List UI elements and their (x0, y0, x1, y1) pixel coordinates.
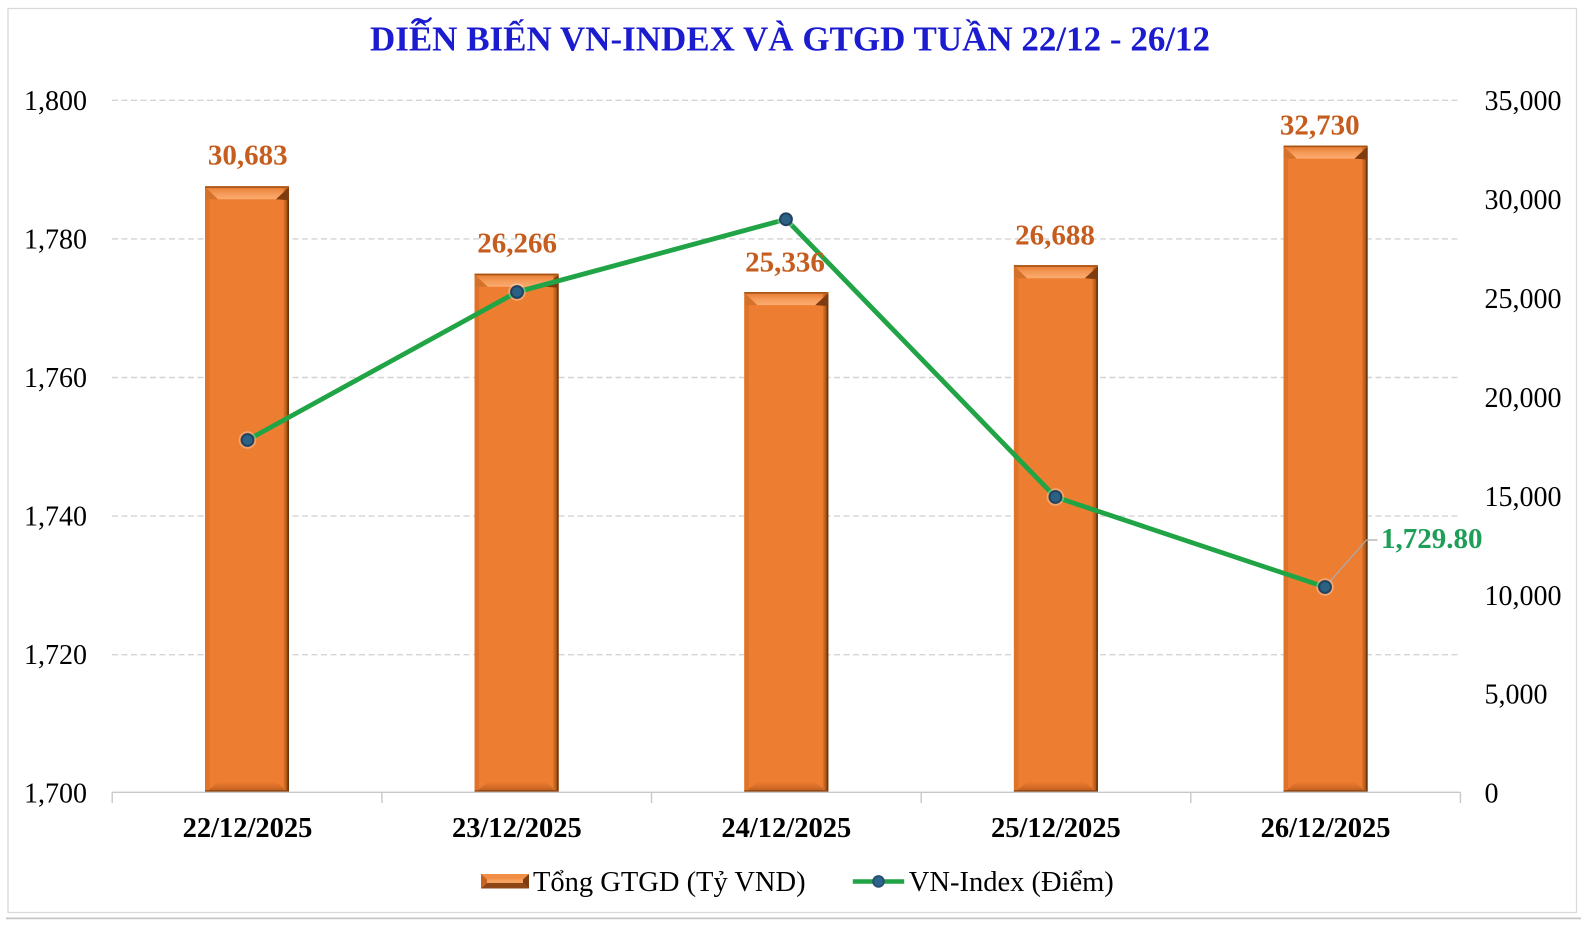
svg-text:23/12/2025: 23/12/2025 (452, 813, 582, 844)
svg-text:0: 0 (1485, 779, 1499, 810)
svg-text:22/12/2025: 22/12/2025 (183, 813, 313, 844)
svg-text:25,336: 25,336 (745, 247, 825, 279)
svg-text:30,683: 30,683 (208, 140, 288, 172)
svg-text:26/12/2025: 26/12/2025 (1261, 813, 1391, 844)
svg-text:20,000: 20,000 (1485, 383, 1562, 414)
svg-text:1,729.80: 1,729.80 (1381, 523, 1483, 555)
svg-text:26,266: 26,266 (477, 228, 557, 260)
svg-text:1,740: 1,740 (24, 502, 87, 533)
svg-text:VN-Index (Điểm): VN-Index (Điểm) (909, 867, 1114, 898)
svg-text:5,000: 5,000 (1485, 680, 1548, 711)
svg-text:1,760: 1,760 (24, 363, 87, 394)
svg-text:Tổng GTGD (Tỷ VND): Tổng GTGD (Tỷ VND) (533, 867, 806, 898)
svg-text:35,000: 35,000 (1485, 86, 1562, 117)
svg-text:30,000: 30,000 (1485, 185, 1562, 216)
svg-text:1,700: 1,700 (24, 779, 87, 810)
svg-text:10,000: 10,000 (1485, 581, 1562, 612)
svg-text:1,720: 1,720 (24, 640, 87, 671)
svg-text:15,000: 15,000 (1485, 482, 1562, 513)
svg-text:32,730: 32,730 (1280, 109, 1360, 141)
svg-text:25,000: 25,000 (1485, 284, 1562, 315)
svg-text:1,800: 1,800 (24, 86, 87, 117)
svg-text:24/12/2025: 24/12/2025 (721, 813, 851, 844)
svg-text:25/12/2025: 25/12/2025 (991, 813, 1121, 844)
svg-text:26,688: 26,688 (1015, 219, 1095, 251)
svg-text:DIÊN BIẾN VN-INDEX VÀ GTGD TUẦ: DIÊN BIẾN VN-INDEX VÀ GTGD TUẦN 22/12 - … (370, 19, 1210, 59)
svg-text:1,780: 1,780 (24, 224, 87, 255)
